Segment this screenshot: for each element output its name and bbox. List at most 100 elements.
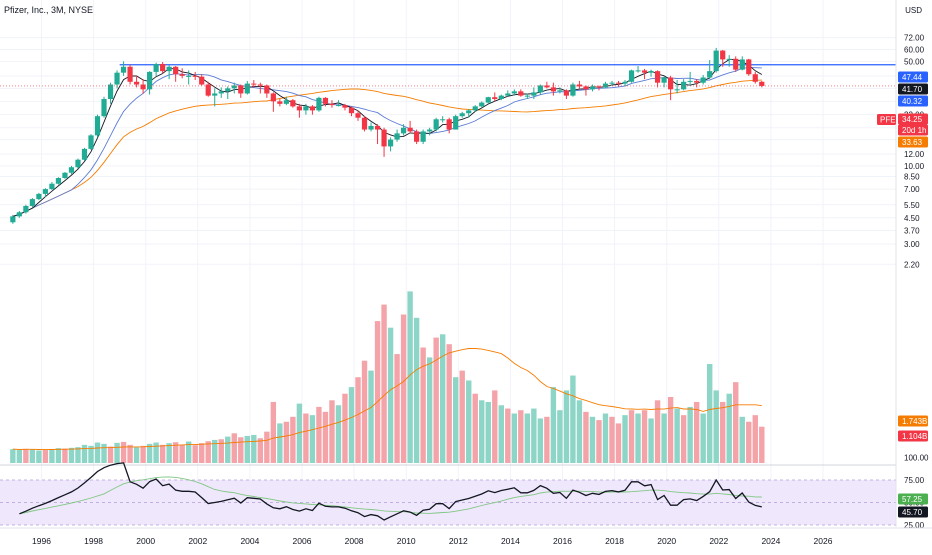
volume-bar: [23, 448, 29, 463]
candle: [394, 129, 400, 142]
candle-body: [550, 87, 556, 92]
volume-bar: [199, 443, 205, 463]
volume-bar: [622, 415, 628, 463]
volume-bar: [107, 446, 114, 463]
candle: [472, 105, 478, 112]
volume-bar: [628, 410, 635, 463]
candle-body: [147, 71, 153, 90]
candle: [674, 80, 680, 94]
candle-body: [387, 139, 394, 147]
candle-body: [55, 178, 62, 184]
candle-body: [101, 99, 107, 117]
candle-body: [537, 85, 543, 93]
volume-bar: [283, 421, 290, 463]
volume-bar: [531, 408, 537, 463]
price-tag-bg: [898, 124, 928, 136]
volume-bar: [309, 415, 316, 463]
volume-bar: [218, 439, 224, 463]
rsi-value-tag: 45.70: [902, 508, 923, 517]
candle-body: [127, 66, 133, 82]
candle: [309, 105, 316, 115]
volume-bar: [596, 420, 602, 463]
time-tick-label: 1998: [84, 536, 103, 546]
candle-body: [94, 116, 101, 136]
volume-bar: [706, 364, 713, 463]
candle-body: [563, 90, 570, 96]
volume-bar: [244, 435, 250, 463]
volume-bar: [94, 442, 101, 463]
candle-body: [414, 131, 420, 142]
volume-bar: [296, 403, 303, 463]
price-tag: 40.32: [902, 97, 923, 106]
candle-body: [238, 85, 244, 94]
candle: [244, 80, 250, 95]
candle-body: [453, 116, 459, 130]
candle: [277, 99, 283, 107]
volume-bar: [49, 449, 55, 463]
candle-body: [120, 66, 127, 73]
candle: [16, 210, 22, 218]
candle: [563, 89, 570, 100]
time-tick-label: 2014: [501, 536, 520, 546]
volume-bar: [667, 397, 674, 463]
price-tick-label: 3.70: [904, 227, 920, 236]
volume-bar: [693, 401, 700, 463]
candle-body: [700, 77, 706, 83]
time-tick-label: 2006: [293, 536, 312, 546]
chart-title: Pfizer, Inc., 3M, NYSE: [4, 5, 94, 15]
candle-body: [322, 97, 329, 104]
candle: [720, 50, 726, 67]
symbol-tag-bg: [877, 114, 896, 125]
volume-bar: [635, 413, 641, 463]
candle-body: [251, 83, 257, 85]
candle-body: [303, 106, 309, 111]
price-tick-label: 72.00: [904, 34, 925, 43]
volume-bar: [81, 444, 88, 463]
candle-body: [10, 216, 16, 223]
volume-bar: [400, 314, 407, 463]
volume-bar: [316, 406, 322, 463]
volume-bar: [231, 433, 237, 463]
volume-bar: [615, 423, 622, 463]
rsi-tick-label: 100.00: [904, 454, 929, 463]
time-tick-label: 2016: [553, 536, 572, 546]
volume-bar: [433, 337, 439, 463]
price-tick-label: 7.00: [904, 185, 920, 194]
volume-bar: [426, 357, 433, 463]
volume-bar: [641, 410, 648, 463]
candle: [746, 58, 752, 76]
candle: [199, 74, 205, 86]
candle: [681, 79, 687, 91]
candle: [511, 89, 517, 96]
candle: [498, 94, 504, 101]
volume-bar: [127, 444, 133, 463]
moving-average-mid: [12, 67, 762, 217]
candle: [596, 85, 602, 91]
volume-bar: [264, 431, 270, 463]
volume-bar: [472, 393, 478, 463]
volume-bar: [42, 449, 49, 463]
candle: [147, 71, 153, 95]
candle: [133, 75, 140, 88]
volume-bar: [459, 370, 465, 463]
candle: [407, 120, 413, 134]
candle-body: [16, 212, 22, 217]
volume-bar: [544, 416, 550, 463]
candle-body: [628, 70, 635, 82]
candle-body: [739, 59, 745, 70]
volume-bar: [335, 405, 342, 463]
candle-body: [505, 93, 511, 96]
candle: [81, 147, 88, 161]
candle-body: [609, 82, 615, 84]
candle: [283, 96, 289, 106]
price-tick-label: 5.50: [904, 201, 920, 210]
volume-bar: [550, 387, 557, 463]
candle: [622, 80, 628, 87]
time-tick-label: 2000: [136, 536, 155, 546]
candle-body: [316, 97, 322, 111]
volume-bar: [381, 304, 387, 463]
candle-body: [68, 167, 75, 173]
price-tag-bg: [898, 71, 928, 83]
